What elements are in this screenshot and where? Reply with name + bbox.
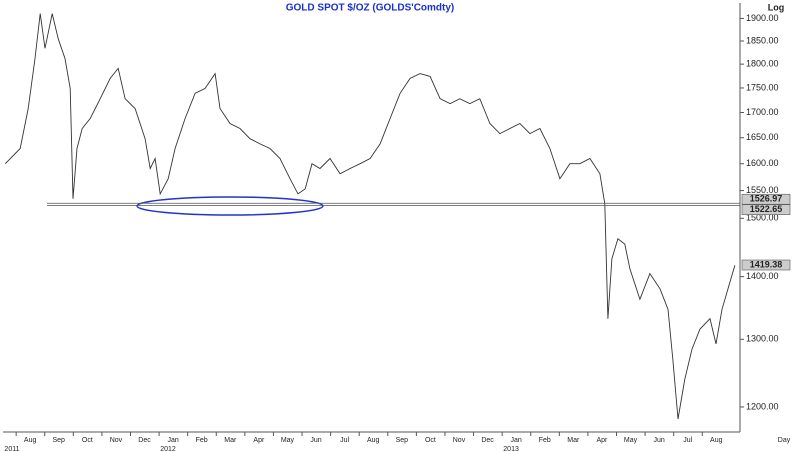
y-tick-label: 1800.00 bbox=[746, 59, 779, 69]
y-tick-label: 1400.00 bbox=[746, 271, 779, 281]
price-label: 1526.97 bbox=[750, 194, 783, 204]
chart-title: GOLD SPOT $/OZ (GOLDS'Comdty) bbox=[286, 3, 455, 14]
x-tick-label: Dec bbox=[481, 437, 494, 444]
price-label-box bbox=[741, 193, 791, 205]
price-line bbox=[4, 13, 736, 420]
x-tick-label: Jul bbox=[683, 437, 692, 444]
x-tick-label: Sep bbox=[53, 437, 66, 444]
x-tick-label: Apr bbox=[253, 437, 265, 444]
x-tick-label: Mar bbox=[224, 437, 237, 444]
x-tick-label: Nov bbox=[453, 437, 466, 444]
y-tick-label: 1200.00 bbox=[746, 401, 779, 411]
y-tick-label: 1750.00 bbox=[746, 82, 779, 92]
y-tick-label: 1650.00 bbox=[746, 132, 779, 142]
x-axis-label: Day bbox=[778, 437, 791, 444]
x-tick-label: Aug bbox=[24, 437, 37, 444]
x-tick-label: Feb bbox=[539, 437, 551, 444]
x-tick-label: Nov bbox=[110, 437, 123, 444]
x-tick-label: Sep bbox=[396, 437, 409, 444]
last-price-box bbox=[741, 259, 791, 271]
x-tick-label: Oct bbox=[82, 437, 93, 444]
x-tick-label: Apr bbox=[596, 437, 608, 444]
y-axis-label: Log bbox=[768, 2, 785, 12]
year-label: 2012 bbox=[160, 446, 176, 452]
x-tick-label: Jul bbox=[340, 437, 349, 444]
y-tick-label: 1300.00 bbox=[746, 334, 779, 344]
y-tick-label: 1700.00 bbox=[746, 107, 779, 117]
x-tick-label: Jan bbox=[167, 437, 178, 444]
price-label-box bbox=[741, 204, 791, 215]
x-tick-label: Dec bbox=[138, 437, 151, 444]
year-label: 2011 bbox=[4, 446, 19, 452]
x-tick-label: Jun bbox=[653, 437, 664, 444]
x-tick-label: Mar bbox=[567, 437, 580, 444]
price-label: 1522.65 bbox=[750, 204, 783, 214]
year-label: 2013 bbox=[503, 446, 519, 452]
y-tick-label: 1500.00 bbox=[746, 213, 779, 223]
y-tick-label: 1900.00 bbox=[746, 13, 779, 23]
y-tick-label: 1600.00 bbox=[746, 158, 779, 168]
x-tick-label: Jan bbox=[511, 437, 522, 444]
x-tick-label: Feb bbox=[196, 437, 208, 444]
last-price-label: 1419.38 bbox=[750, 259, 783, 269]
x-tick-label: Jun bbox=[310, 437, 321, 444]
x-tick-label: Aug bbox=[367, 437, 380, 444]
y-tick-label: 1850.00 bbox=[746, 35, 779, 45]
y-tick-label: 1550.00 bbox=[746, 185, 779, 195]
x-tick-label: Oct bbox=[425, 437, 436, 444]
x-tick-label: Aug bbox=[710, 437, 723, 444]
x-tick-label: May bbox=[624, 437, 638, 444]
x-tick-label: May bbox=[281, 437, 295, 444]
